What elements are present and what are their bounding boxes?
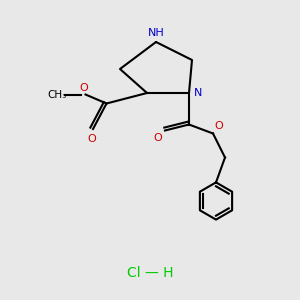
Text: O: O [214,121,223,130]
Text: O: O [80,83,88,93]
Text: CH₃: CH₃ [47,89,67,100]
Text: O: O [87,134,96,143]
Text: NH: NH [148,28,164,38]
Text: O: O [153,134,162,143]
Text: Cl — H: Cl — H [127,266,173,280]
Text: N: N [194,88,202,98]
